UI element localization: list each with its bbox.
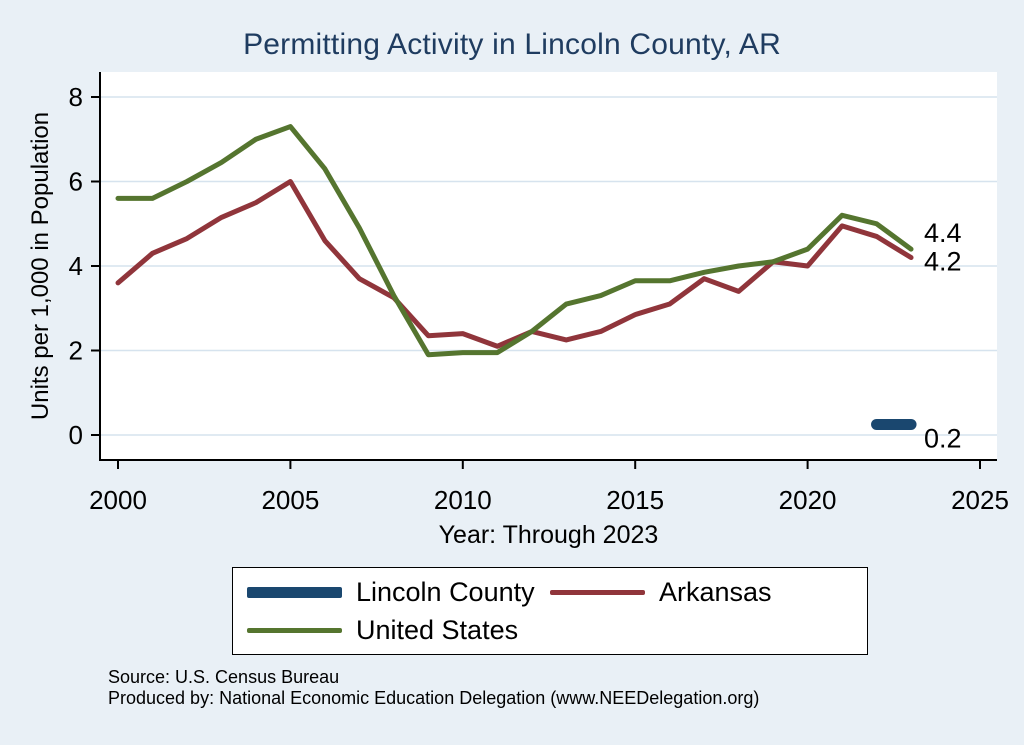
y-tick-label: 0 <box>69 420 83 450</box>
y-tick-label: 2 <box>69 336 83 366</box>
series-line-united-states <box>115 124 914 358</box>
legend-swatch-united-states <box>247 627 342 633</box>
legend-swatch-arkansas <box>550 589 645 595</box>
series-end-label-united-states: 4.4 <box>924 218 962 248</box>
produced-by-note: Produced by: National Economic Education… <box>108 688 760 708</box>
y-tick-label: 6 <box>69 167 83 197</box>
x-tick-label: 2005 <box>261 485 319 515</box>
legend-label-lincoln-county: Lincoln County <box>356 577 535 607</box>
x-tick-label: 2020 <box>779 485 837 515</box>
legend-label-united-states: United States <box>356 615 519 645</box>
series-end-label-arkansas: 4.2 <box>924 247 962 277</box>
legend-item-arkansas: Arkansas <box>550 577 853 607</box>
y-tick-label: 8 <box>69 82 83 112</box>
legend: Lincoln County Arkansas United States <box>232 567 868 655</box>
series-end-label-lincoln-county: 0.2 <box>924 423 962 453</box>
source-note: Source: U.S. Census Bureau <box>108 667 340 687</box>
x-tick-label: 2015 <box>606 485 664 515</box>
x-tick-label: 2025 <box>951 485 1009 515</box>
legend-swatch-lincoln-county <box>247 586 342 598</box>
legend-item-united-states: United States <box>247 615 550 645</box>
series-line-arkansas <box>115 179 914 349</box>
legend-label-arkansas: Arkansas <box>659 577 772 607</box>
footer: Source: U.S. Census Bureau Produced by: … <box>108 667 759 709</box>
x-tick-label: 2000 <box>89 485 147 515</box>
x-tick-label: 2010 <box>434 485 492 515</box>
y-axis-title: Units per 1,000 in Population <box>27 111 54 421</box>
legend-item-lincoln-county: Lincoln County <box>247 577 550 607</box>
x-axis-title: Year: Through 2023 <box>438 521 659 549</box>
y-tick-label: 4 <box>69 251 83 281</box>
chart-title: Permitting Activity in Lincoln County, A… <box>243 28 781 61</box>
